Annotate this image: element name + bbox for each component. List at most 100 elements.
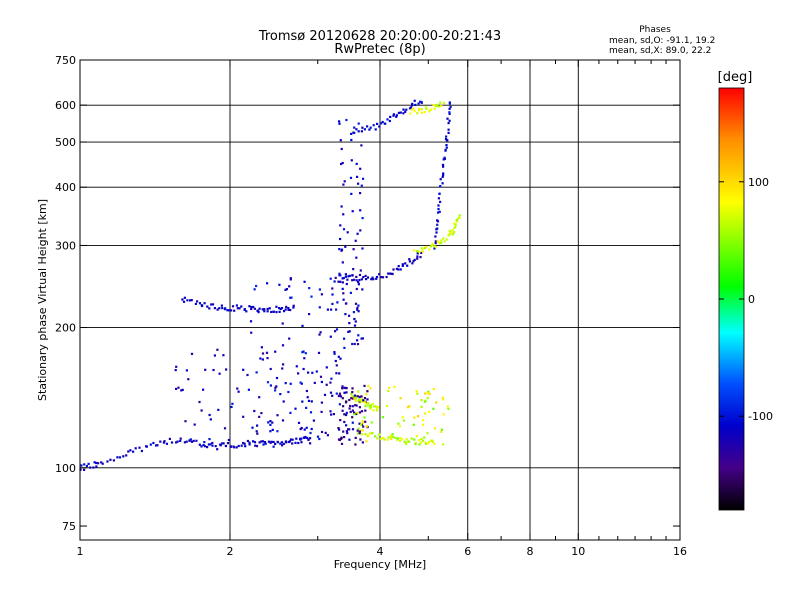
echo-point bbox=[253, 409, 256, 413]
echo-point bbox=[396, 437, 400, 440]
echo-point bbox=[340, 442, 344, 445]
echo-point bbox=[411, 102, 414, 105]
echo-point bbox=[175, 387, 178, 390]
echo-point bbox=[351, 428, 355, 431]
echo-point bbox=[339, 224, 342, 227]
echo-point bbox=[279, 307, 282, 311]
echo-point bbox=[331, 302, 334, 305]
echo-point bbox=[230, 309, 233, 312]
echo-point bbox=[353, 394, 356, 397]
grid-lines bbox=[80, 60, 680, 540]
echo-point bbox=[356, 429, 359, 432]
echo-point bbox=[418, 439, 421, 442]
echo-point bbox=[423, 436, 426, 439]
echo-point bbox=[252, 440, 255, 443]
echo-point bbox=[355, 412, 358, 416]
echo-point bbox=[357, 304, 360, 307]
echo-point bbox=[301, 324, 304, 327]
echo-point bbox=[87, 462, 90, 465]
echo-point bbox=[420, 251, 423, 254]
echo-point bbox=[427, 390, 430, 393]
echo-point bbox=[343, 346, 346, 349]
y-tick-label: 400 bbox=[55, 181, 76, 194]
echo-point bbox=[264, 442, 267, 445]
echo-point bbox=[406, 264, 409, 267]
echo-point bbox=[324, 431, 327, 434]
x-tick-label: 8 bbox=[527, 545, 534, 558]
echo-point bbox=[235, 304, 238, 307]
echo-point bbox=[306, 396, 309, 399]
echo-point bbox=[456, 220, 459, 223]
echo-point bbox=[275, 311, 278, 314]
echo-point bbox=[355, 279, 358, 282]
echo-point bbox=[431, 440, 435, 443]
echo-point bbox=[211, 441, 214, 445]
echo-point bbox=[257, 309, 260, 312]
phase-stats-x: mean, sd,X: 89.0, 22.2 bbox=[609, 46, 711, 56]
echo-point bbox=[208, 413, 211, 417]
echo-point bbox=[432, 407, 435, 410]
echo-point bbox=[340, 205, 343, 208]
echo-point bbox=[302, 367, 305, 371]
echo-point bbox=[343, 391, 346, 394]
echo-point bbox=[361, 441, 364, 444]
echo-point bbox=[437, 204, 440, 207]
echo-point bbox=[417, 102, 420, 105]
echo-point bbox=[360, 184, 363, 187]
echo-point bbox=[221, 442, 224, 445]
echo-point bbox=[440, 241, 443, 244]
echo-point bbox=[387, 272, 390, 275]
echo-point bbox=[358, 278, 361, 282]
echo-point bbox=[458, 216, 461, 219]
echo-point bbox=[436, 103, 439, 106]
echo-point bbox=[421, 247, 424, 250]
echo-point bbox=[345, 387, 348, 390]
echo-point bbox=[369, 407, 372, 410]
echo-point bbox=[419, 100, 422, 103]
echo-point bbox=[325, 383, 328, 386]
echo-point bbox=[381, 416, 384, 419]
echo-point bbox=[353, 324, 357, 327]
echo-point bbox=[256, 432, 259, 435]
echo-point bbox=[371, 432, 374, 435]
echo-point bbox=[338, 248, 341, 251]
echo-point bbox=[331, 394, 334, 397]
echo-point bbox=[358, 395, 361, 399]
echo-point bbox=[190, 299, 193, 302]
echo-point bbox=[353, 317, 356, 321]
echo-point bbox=[350, 138, 353, 142]
echo-point bbox=[372, 278, 375, 281]
echo-point bbox=[410, 108, 414, 111]
echo-point bbox=[326, 434, 329, 437]
echo-point bbox=[265, 351, 269, 354]
echo-point bbox=[368, 128, 371, 131]
echo-point bbox=[204, 368, 207, 371]
echo-point bbox=[242, 441, 245, 445]
echo-point bbox=[345, 391, 348, 394]
echo-point bbox=[274, 442, 277, 446]
echo-point bbox=[355, 256, 358, 259]
echo-point bbox=[360, 400, 363, 403]
echo-point bbox=[363, 128, 366, 131]
echo-point bbox=[289, 411, 292, 414]
echo-point bbox=[129, 449, 132, 452]
echo-point bbox=[261, 308, 264, 311]
echo-point bbox=[345, 400, 348, 403]
echo-point bbox=[357, 122, 360, 125]
echo-point bbox=[415, 390, 418, 393]
echo-point bbox=[292, 304, 295, 307]
echo-point bbox=[193, 423, 196, 426]
echo-point bbox=[279, 442, 282, 445]
echo-point bbox=[402, 112, 405, 115]
echo-point bbox=[442, 237, 445, 240]
echo-point bbox=[289, 308, 292, 312]
echo-point bbox=[248, 443, 251, 446]
echo-point bbox=[350, 395, 354, 398]
echo-point bbox=[251, 426, 254, 429]
echo-point bbox=[227, 309, 231, 312]
echo-point bbox=[226, 442, 230, 445]
echo-point bbox=[351, 210, 354, 213]
echo-point bbox=[304, 435, 307, 439]
echo-point bbox=[297, 372, 300, 375]
echo-point bbox=[230, 405, 233, 409]
